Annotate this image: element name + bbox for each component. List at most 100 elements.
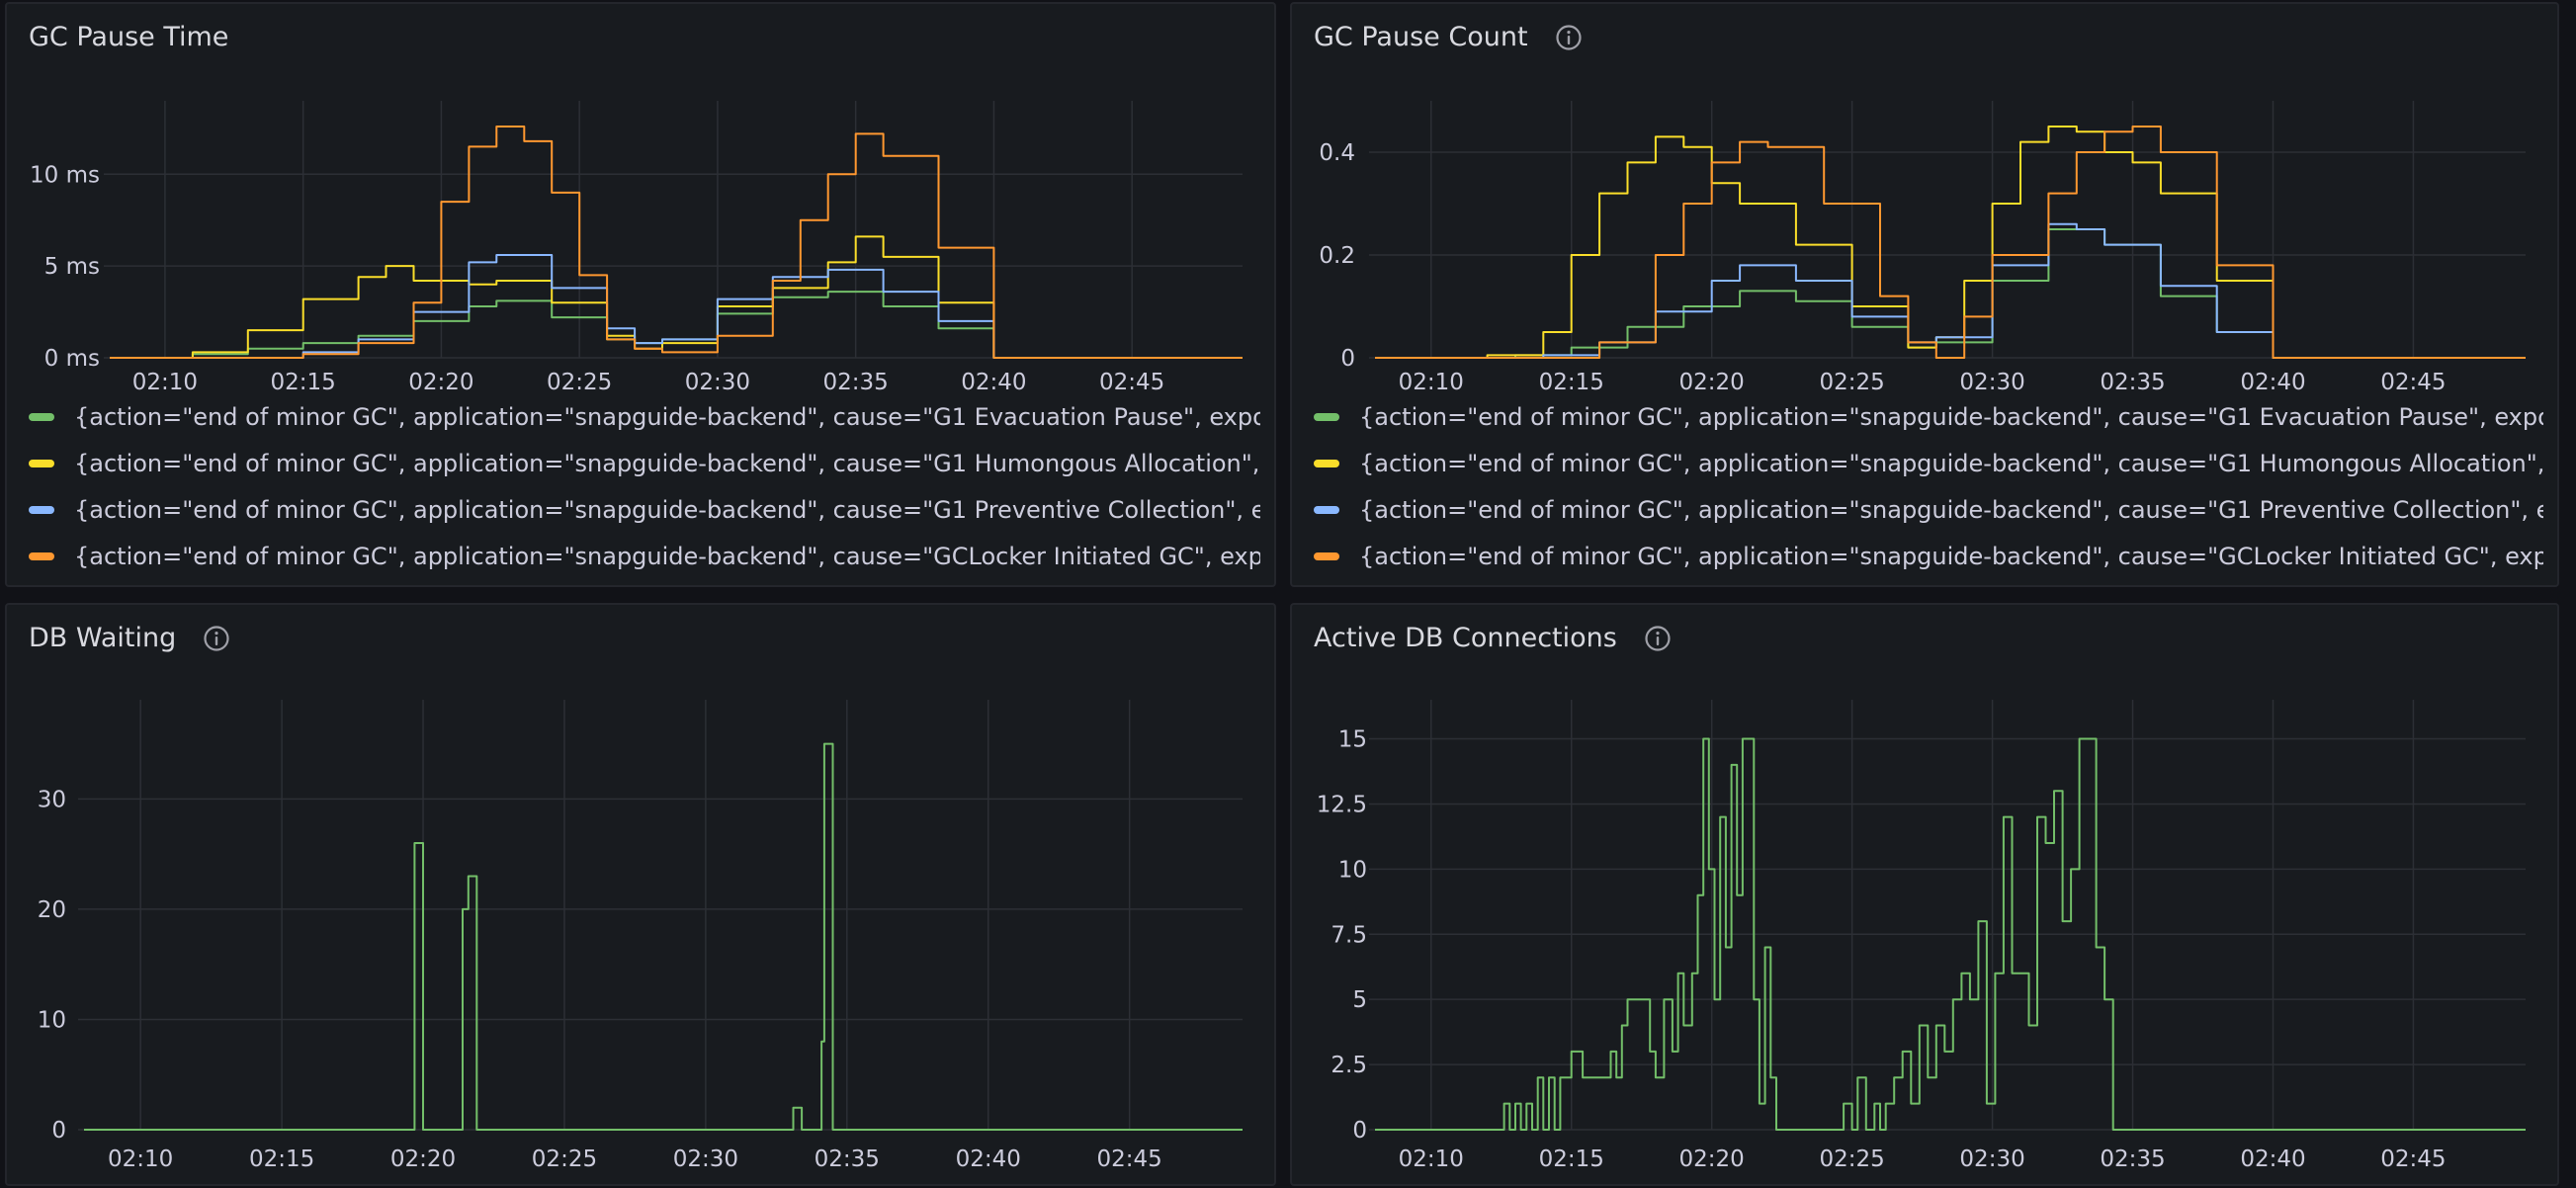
panel-title-text: GC Pause Time xyxy=(29,22,229,52)
gc-pause-time-panel[interactable]: GC Pause Time 02:10 02:15 02:20 02:25 02:30 0… xyxy=(5,2,1276,587)
legend-label: {action="end of minor GC", application="… xyxy=(1359,495,2543,524)
x-tick-label: 02:20 xyxy=(1679,1146,1745,1172)
x-tick-label: 02:45 xyxy=(2380,370,2446,391)
panel-title-text: GC Pause Count xyxy=(1314,22,1528,52)
y-tick-label: 0 xyxy=(1352,1118,1367,1144)
legend-label: {action="end of minor GC", application="… xyxy=(1359,449,2543,477)
x-tick-label: 02:45 xyxy=(1097,1146,1162,1172)
x-tick-label: 02:10 xyxy=(108,1146,173,1172)
legend-label: {action="end of minor GC", application="… xyxy=(74,495,1260,524)
legend-swatch xyxy=(1314,505,1339,514)
y-tick-label: 2.5 xyxy=(1331,1053,1367,1078)
series-line-3[interactable] xyxy=(1375,126,2526,359)
legend-item[interactable]: {action="end of minor GC", application="… xyxy=(1314,393,2543,440)
legend-label: {action="end of minor GC", application="… xyxy=(74,402,1260,431)
gc-pause-count-legend: {action="end of minor GC", application="… xyxy=(1314,393,2543,579)
series-line-0[interactable] xyxy=(84,742,1243,1131)
y-tick-label: 5 xyxy=(1352,987,1367,1013)
series-line-3[interactable] xyxy=(110,126,1243,359)
legend-swatch xyxy=(1314,552,1339,560)
x-tick-label: 02:35 xyxy=(815,1146,880,1172)
panel-title[interactable]: GC Pause Count xyxy=(1314,22,1584,52)
y-tick-label: 10 xyxy=(1338,857,1367,883)
legend-swatch xyxy=(29,505,54,514)
x-tick-label: 02:20 xyxy=(408,370,473,391)
y-tick-label: 5 ms xyxy=(44,254,100,280)
panel-title-text: DB Waiting xyxy=(29,623,177,653)
panel-title[interactable]: DB Waiting xyxy=(29,623,231,653)
db-waiting-chart[interactable]: 02:10 02:15 02:20 02:25 02:30 02:35 02:40 02:45… xyxy=(7,605,1276,1186)
series-line-2[interactable] xyxy=(110,254,1243,359)
x-tick-label: 02:40 xyxy=(961,370,1026,391)
legend-item[interactable]: {action="end of minor GC", application="… xyxy=(29,486,1260,533)
legend-item[interactable]: {action="end of minor GC", application="… xyxy=(1314,440,2543,486)
y-tick-label: 12.5 xyxy=(1317,792,1367,817)
legend-swatch xyxy=(1314,459,1339,467)
series-line-0[interactable] xyxy=(110,291,1243,359)
gc-pause-time-chart[interactable]: 02:10 02:15 02:20 02:25 02:30 02:35 02:40 02:45… xyxy=(7,4,1276,391)
x-tick-label: 02:15 xyxy=(1539,1146,1604,1172)
legend-label: {action="end of minor GC", application="… xyxy=(1359,542,2543,570)
y-tick-label: 0 xyxy=(51,1118,66,1144)
legend-swatch xyxy=(29,552,54,560)
x-tick-label: 02:40 xyxy=(2240,1146,2305,1172)
x-tick-label: 02:40 xyxy=(2240,370,2305,391)
x-tick-label: 02:35 xyxy=(823,370,889,391)
x-tick-label: 02:30 xyxy=(1959,370,2024,391)
legend-label: {action="end of minor GC", application="… xyxy=(74,449,1260,477)
active-db-connections-chart[interactable]: 02:10 02:15 02:20 02:25 02:30 02:35 02:40 02:45… xyxy=(1292,605,2559,1186)
x-tick-label: 02:20 xyxy=(390,1146,456,1172)
x-tick-label: 02:10 xyxy=(1399,1146,1464,1172)
y-tick-label: 30 xyxy=(38,787,66,812)
legend-item[interactable]: {action="end of minor GC", application="… xyxy=(1314,533,2543,579)
x-tick-label: 02:20 xyxy=(1679,370,1745,391)
panel-title-text: Active DB Connections xyxy=(1314,623,1617,653)
y-tick-label: 15 xyxy=(1338,727,1367,753)
gc-pause-count-chart[interactable]: 02:10 02:15 02:20 02:25 02:30 02:35 02:40 02:45… xyxy=(1292,4,2559,391)
legend-label: {action="end of minor GC", application="… xyxy=(74,542,1260,570)
x-tick-label: 02:30 xyxy=(673,1146,738,1172)
active-db-connections-panel[interactable]: Active DB Connections 02:10 02:15 02:20 02:… xyxy=(1290,603,2559,1186)
series-line-2[interactable] xyxy=(1375,222,2526,359)
series-line-1[interactable] xyxy=(1375,126,2526,359)
panel-title[interactable]: GC Pause Time xyxy=(29,22,228,52)
x-tick-label: 02:30 xyxy=(685,370,750,391)
x-tick-label: 02:25 xyxy=(547,370,612,391)
y-tick-label: 10 xyxy=(38,1007,66,1033)
x-tick-label: 02:10 xyxy=(132,370,198,391)
legend-swatch xyxy=(29,412,54,421)
x-tick-label: 02:25 xyxy=(1819,1146,1884,1172)
x-tick-label: 02:40 xyxy=(956,1146,1021,1172)
y-tick-label: 0.4 xyxy=(1319,140,1355,166)
x-tick-label: 02:25 xyxy=(532,1146,597,1172)
legend-swatch xyxy=(1314,412,1339,421)
x-tick-label: 02:15 xyxy=(249,1146,314,1172)
x-tick-label: 02:15 xyxy=(1539,370,1604,391)
legend-swatch xyxy=(29,459,54,467)
x-tick-label: 02:45 xyxy=(1099,370,1164,391)
legend-label: {action="end of minor GC", application="… xyxy=(1359,402,2543,431)
info-icon[interactable] xyxy=(1554,23,1584,52)
x-tick-label: 02:35 xyxy=(2100,1146,2165,1172)
x-tick-label: 02:45 xyxy=(2380,1146,2446,1172)
y-tick-label: 7.5 xyxy=(1331,922,1367,948)
legend-item[interactable]: {action="end of minor GC", application="… xyxy=(29,533,1260,579)
y-tick-label: 0.2 xyxy=(1319,243,1355,269)
info-icon[interactable] xyxy=(202,624,231,653)
y-tick-label: 10 ms xyxy=(30,162,100,188)
y-tick-label: 20 xyxy=(38,897,66,923)
gc-pause-time-legend: {action="end of minor GC", application="… xyxy=(29,393,1260,579)
y-tick-label: 0 xyxy=(1340,346,1355,372)
db-waiting-panel[interactable]: DB Waiting 02:10 02:15 02:20 02:25 02:30 02:3… xyxy=(5,603,1276,1186)
legend-item[interactable]: {action="end of minor GC", application="… xyxy=(29,393,1260,440)
series-line-0[interactable] xyxy=(1375,228,2526,359)
legend-item[interactable]: {action="end of minor GC", application="… xyxy=(29,440,1260,486)
x-tick-label: 02:10 xyxy=(1399,370,1464,391)
x-tick-label: 02:35 xyxy=(2100,370,2165,391)
panel-title[interactable]: Active DB Connections xyxy=(1314,623,1673,653)
info-icon[interactable] xyxy=(1643,624,1673,653)
legend-item[interactable]: {action="end of minor GC", application="… xyxy=(1314,486,2543,533)
gc-pause-count-panel[interactable]: GC Pause Count 02:10 02:15 02:20 02:25 02:30… xyxy=(1290,2,2559,587)
series-line-0[interactable] xyxy=(1375,737,2526,1131)
x-tick-label: 02:15 xyxy=(271,370,336,391)
